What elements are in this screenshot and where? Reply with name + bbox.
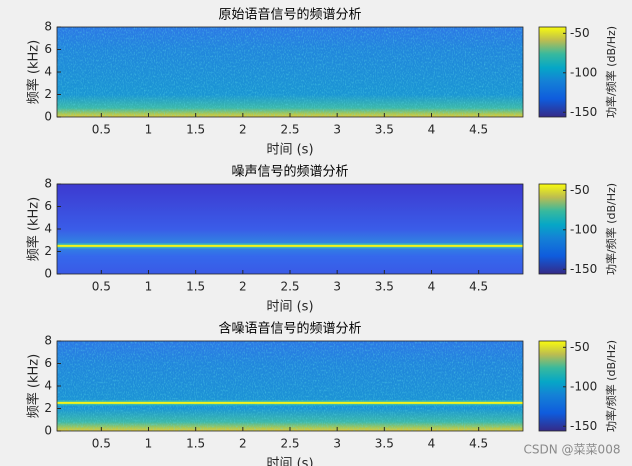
x-tick-label: 4.5 xyxy=(469,437,488,451)
x-tick-label: 4.5 xyxy=(469,280,488,294)
x-tick-label: 0.5 xyxy=(92,280,111,294)
spectrogram-texture xyxy=(57,341,523,431)
x-tick-label: 2 xyxy=(239,437,247,451)
x-tick-label: 3 xyxy=(333,437,341,451)
y-tick-label: 0 xyxy=(44,267,52,281)
x-tick-label: 4 xyxy=(428,123,436,137)
colorbar-label: 功率/频率 (dB/Hz) xyxy=(604,26,618,118)
colorbar-tick-label: -100 xyxy=(570,379,597,393)
x-tick-label: 1 xyxy=(145,437,153,451)
colorbar-tick-label: -150 xyxy=(570,262,597,276)
y-tick-label: 8 xyxy=(44,334,52,348)
x-tick-label: 4 xyxy=(428,437,436,451)
x-axis-label: 时间 (s) xyxy=(266,300,313,315)
x-tick-label: 1.5 xyxy=(186,280,205,294)
colorbar-label: 功率/频率 (dB/Hz) xyxy=(604,183,618,275)
x-axis-label: 时间 (s) xyxy=(266,143,313,158)
colorbar-tick-label: -50 xyxy=(570,183,590,197)
y-tick-label: 6 xyxy=(44,356,52,370)
y-axis-label: 频率 (kHz) xyxy=(26,354,42,418)
colorbar-tick-label: -100 xyxy=(570,65,597,79)
colorbar xyxy=(538,183,567,275)
watermark: CSDN @菜菜008 xyxy=(524,443,621,457)
x-tick-label: 1.5 xyxy=(186,123,205,137)
y-tick-label: 8 xyxy=(44,20,52,34)
x-tick-label: 0.5 xyxy=(92,437,111,451)
x-tick-label: 3 xyxy=(333,123,341,137)
y-tick-label: 2 xyxy=(44,401,52,415)
spectrogram-image xyxy=(57,184,523,274)
y-tick-label: 2 xyxy=(44,244,52,258)
x-tick-label: 1 xyxy=(145,123,153,137)
x-tick-label: 2.5 xyxy=(280,280,299,294)
y-tick-label: 8 xyxy=(44,177,52,191)
colorbar-tick-label: -150 xyxy=(570,419,597,433)
x-tick-label: 1 xyxy=(145,280,153,294)
y-tick-label: 0 xyxy=(44,110,52,124)
x-tick-label: 1.5 xyxy=(186,437,205,451)
y-tick-label: 0 xyxy=(44,424,52,438)
colorbar xyxy=(538,340,567,432)
x-tick-label: 2 xyxy=(239,280,247,294)
axes-title: 含噪语音信号的频谱分析 xyxy=(218,321,361,337)
axes-title: 原始语音信号的频谱分析 xyxy=(218,7,361,23)
x-tick-label: 2.5 xyxy=(280,437,299,451)
x-tick-label: 2.5 xyxy=(280,123,299,137)
colorbar-label: 功率/频率 (dB/Hz) xyxy=(604,340,618,432)
y-tick-label: 4 xyxy=(44,222,52,236)
x-tick-label: 0.5 xyxy=(92,123,111,137)
colorbar-tick-label: -50 xyxy=(570,340,590,354)
colorbar-tick-label: -150 xyxy=(570,105,597,119)
x-tick-label: 4.5 xyxy=(469,123,488,137)
y-tick-label: 6 xyxy=(44,42,52,56)
colorbar-tick-label: -100 xyxy=(570,222,597,236)
y-tick-label: 6 xyxy=(44,199,52,213)
x-tick-label: 3.5 xyxy=(375,280,394,294)
colorbar xyxy=(538,26,567,118)
spectrogram-texture xyxy=(57,27,523,117)
x-tick-label: 4 xyxy=(428,280,436,294)
axes-title: 噪声信号的频谱分析 xyxy=(231,164,348,180)
y-tick-label: 4 xyxy=(44,65,52,79)
y-tick-label: 4 xyxy=(44,379,52,393)
y-tick-label: 2 xyxy=(44,87,52,101)
y-axis-label: 频率 (kHz) xyxy=(26,40,42,104)
x-tick-label: 3.5 xyxy=(375,437,394,451)
x-axis-label: 时间 (s) xyxy=(266,457,313,466)
x-tick-label: 2 xyxy=(239,123,247,137)
x-tick-label: 3 xyxy=(333,280,341,294)
colorbar-tick-label: -50 xyxy=(570,26,590,40)
x-tick-label: 3.5 xyxy=(375,123,394,137)
y-axis-label: 频率 (kHz) xyxy=(26,197,42,261)
